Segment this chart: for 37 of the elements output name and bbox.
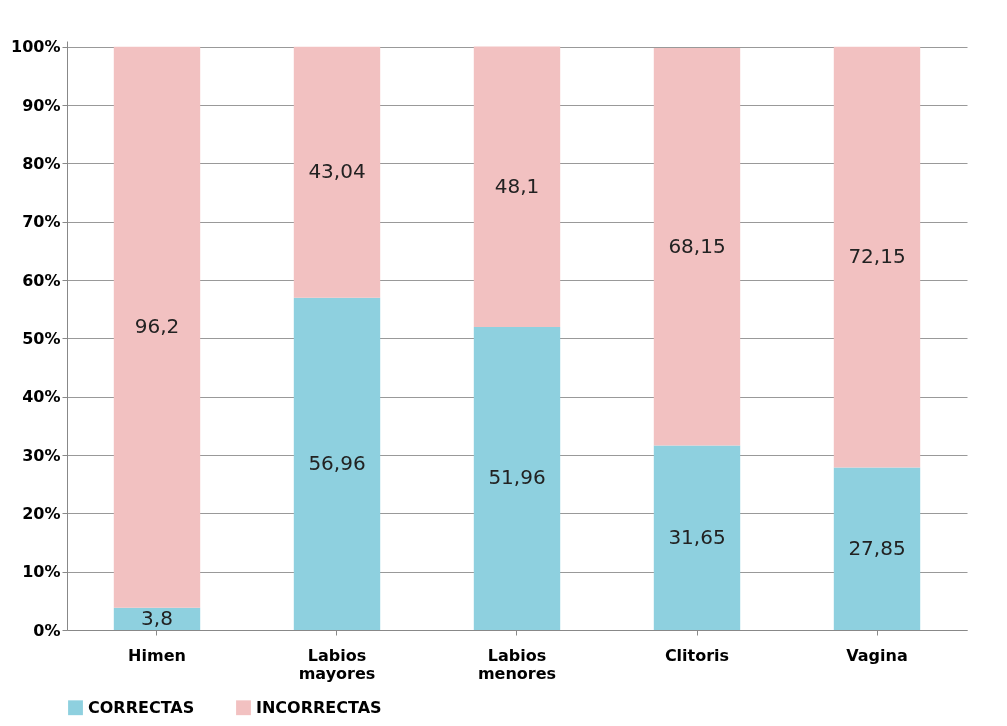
y-tick-label: 40% <box>22 387 61 407</box>
x-tick-label: Vagina <box>846 645 908 665</box>
y-tick-label: 0% <box>33 620 61 640</box>
y-tick-label: 30% <box>22 445 61 465</box>
bar <box>833 46 921 468</box>
y-tick-label: 90% <box>22 95 61 115</box>
y-tick-label: 100% <box>11 37 61 57</box>
bar <box>833 467 921 630</box>
legend-label: CORRECTAS <box>88 697 195 717</box>
data-label: 3,8 <box>141 605 173 630</box>
data-label: 48,1 <box>494 173 540 198</box>
data-label: 31,65 <box>668 524 726 549</box>
bar <box>113 46 201 608</box>
x-tick-label: Labios menores <box>477 645 557 683</box>
y-tick-label: 50% <box>22 328 61 348</box>
bar <box>293 46 381 298</box>
x-tick-label: Clitoris <box>664 645 730 665</box>
y-tick-label: 20% <box>22 503 61 523</box>
data-label: 51,96 <box>488 465 546 490</box>
bar <box>293 297 381 630</box>
y-tick-label: 60% <box>22 270 61 290</box>
y-tick-label: 70% <box>22 212 61 232</box>
legend-label: INCORRECTAS <box>256 697 382 717</box>
data-label: 56,96 <box>308 450 366 475</box>
bar <box>653 48 741 446</box>
data-label: 68,15 <box>668 233 726 258</box>
x-tick-label: Labios mayores <box>298 645 376 683</box>
data-label: 43,04 <box>308 159 366 184</box>
data-label: 72,15 <box>848 244 906 269</box>
x-tick-label: Himen <box>128 645 186 665</box>
data-label: 27,85 <box>848 535 906 560</box>
bar <box>653 445 741 630</box>
y-tick-label: 80% <box>22 153 61 173</box>
y-tick-label: 10% <box>22 562 61 582</box>
bar <box>473 46 561 327</box>
bar <box>473 326 561 630</box>
data-label: 96,2 <box>134 314 180 339</box>
